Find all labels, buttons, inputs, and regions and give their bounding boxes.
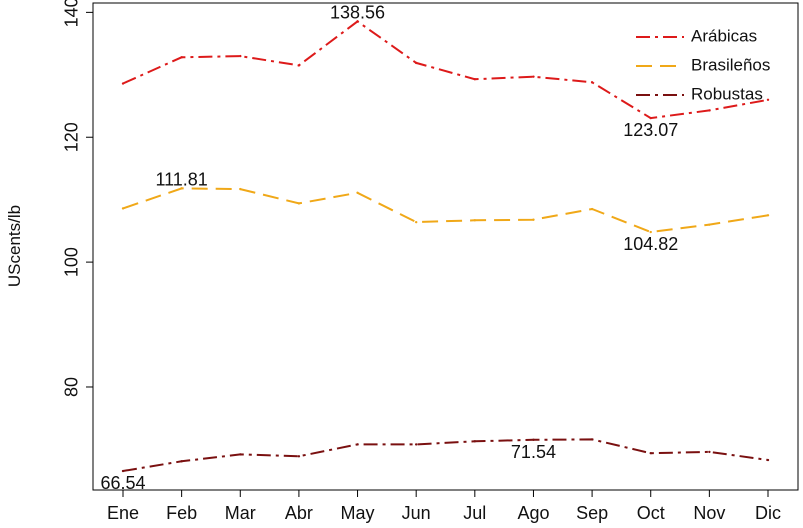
y-tick-label: 120 <box>62 122 82 152</box>
y-axis-title: UScents/lb <box>5 205 24 287</box>
data-point <box>297 64 301 67</box>
data-point <box>766 214 770 217</box>
data-point <box>414 220 418 224</box>
data-point <box>766 458 770 462</box>
series-layer <box>121 20 770 473</box>
data-point <box>239 54 242 58</box>
x-tick-label: Oct <box>637 503 665 523</box>
x-tick-label: Ago <box>517 503 549 523</box>
data-label: 111.81 <box>155 169 207 189</box>
series-line-1 <box>122 20 769 120</box>
data-point <box>473 219 477 222</box>
y-tick-label: 100 <box>62 247 82 277</box>
data-point <box>297 202 301 205</box>
data-point <box>356 443 359 446</box>
x-tick-label: May <box>341 503 375 523</box>
data-point <box>590 81 594 84</box>
data-point <box>532 75 535 78</box>
y-axis: 80 100 120 140 <box>62 0 93 397</box>
data-point <box>649 451 652 455</box>
data-point <box>532 218 535 221</box>
data-point <box>590 438 594 441</box>
data-point <box>766 98 770 101</box>
plot-frame <box>92 2 799 491</box>
data-point <box>239 187 242 191</box>
series-line-3 <box>122 438 769 472</box>
x-axis: Ene Feb Mar Abr May Jun Jul Ago Sep Oct Nov Dic <box>107 490 781 523</box>
data-point <box>708 223 711 226</box>
data-labels: 138.56 123.07 111.81 104.82 66.54 71.54 <box>100 2 678 493</box>
y-tick-label: 140 <box>62 0 82 27</box>
x-tick-label: Abr <box>285 503 313 523</box>
data-point <box>180 187 183 190</box>
data-point <box>121 207 125 210</box>
data-label: 123.07 <box>623 120 678 140</box>
data-point <box>532 438 535 442</box>
x-tick-label: Jun <box>402 503 431 523</box>
data-point <box>414 443 418 446</box>
legend-label: Arábicas <box>691 26 757 45</box>
data-point <box>180 460 183 463</box>
data-point <box>649 230 652 234</box>
data-point <box>649 116 652 120</box>
data-point <box>356 20 359 23</box>
x-tick-label: Jul <box>463 503 486 523</box>
data-point <box>708 450 711 454</box>
data-point <box>121 82 125 85</box>
x-tick-label: Ene <box>107 503 139 523</box>
legend-label: Robustas <box>691 84 763 103</box>
data-label: 138.56 <box>330 2 385 22</box>
data-point <box>473 440 477 443</box>
data-point <box>239 453 242 456</box>
x-tick-label: Mar <box>225 503 256 523</box>
legend-label: Brasileños <box>691 55 770 74</box>
data-point <box>180 56 183 59</box>
y-tick-label: 80 <box>62 377 82 397</box>
x-tick-label: Feb <box>166 503 197 523</box>
legend: Arábicas Brasileños Robustas <box>636 26 770 103</box>
data-point <box>708 109 711 112</box>
data-point <box>297 455 301 458</box>
data-point <box>414 61 418 65</box>
data-label: 71.54 <box>511 442 556 462</box>
data-label: 66.54 <box>100 473 145 493</box>
data-point <box>121 469 125 473</box>
data-point <box>473 77 477 81</box>
x-tick-label: Sep <box>576 503 608 523</box>
x-tick-label: Dic <box>755 503 781 523</box>
series-line-2 <box>122 187 769 234</box>
x-tick-label: Nov <box>693 503 725 523</box>
data-point <box>590 207 594 211</box>
data-point <box>356 191 359 195</box>
data-label: 104.82 <box>623 234 678 254</box>
